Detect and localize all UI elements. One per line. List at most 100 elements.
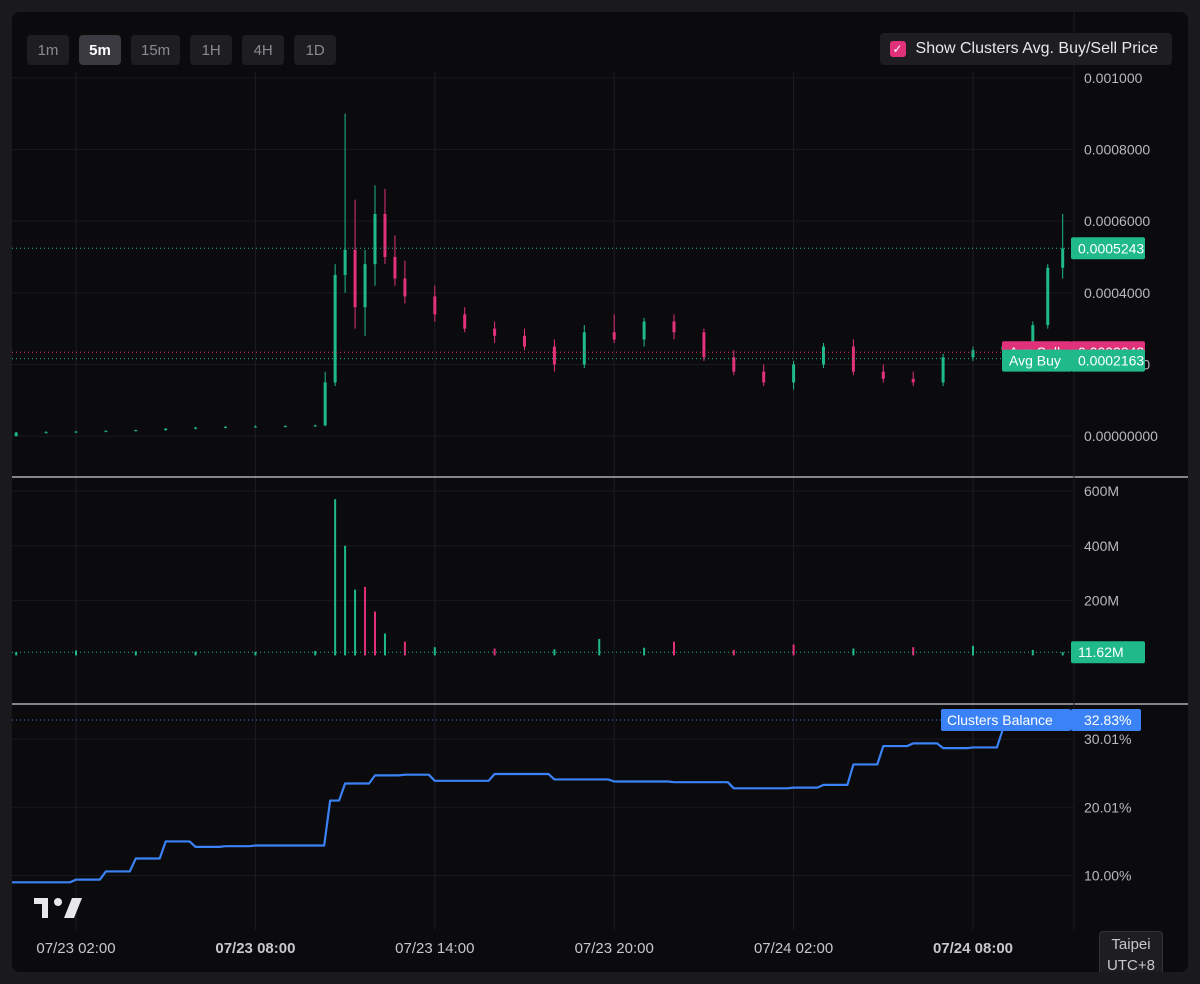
volume-bar [403,641,406,656]
volume-bar [972,645,974,656]
price-tick-label: 0.0008000 [1084,142,1150,158]
candle-body [333,274,337,383]
volume-bar [1061,652,1064,656]
clusters-balance-line [12,719,1064,884]
show-clusters-avg-label: Show Clusters Avg. Buy/Sell Price [915,40,1158,57]
candle-body [941,357,945,383]
candle-body [702,332,706,358]
chart-canvas[interactable]: 0.000000000.00020000.00040000.00060000.0… [12,12,1188,972]
clusters-balance-value: 32.83% [1084,712,1131,728]
balance-tick-label: 20.01% [1084,799,1131,815]
avg-buy-badge [1002,349,1072,372]
candle-body [762,371,766,383]
timezone-indicator[interactable]: Taipei UTC+8 [1099,931,1163,972]
clusters-balance-name-badge [941,708,1071,731]
candle-body [224,426,227,428]
volume-bar [433,647,436,656]
timeframe-5m-button[interactable]: 5m [79,35,121,65]
last-volume-badge [1071,641,1145,664]
candle-body [523,335,526,347]
candle-body [971,350,975,358]
volume-bar [254,651,257,656]
volume-bar [354,589,357,656]
volume-bar [334,499,337,656]
candle-body [403,278,407,297]
candle-body [911,378,915,383]
candle-body [493,328,497,336]
clusters-balance-value-badge [1071,708,1141,731]
candle-body [552,346,556,365]
volume-bar [912,647,915,656]
volume-tick-label: 200M [1084,593,1119,609]
candle-body [134,430,138,432]
candle-body [672,321,676,333]
candle-body [104,430,108,432]
last-volume-label: 11.62M [1078,644,1124,660]
avg-buy-value-badge [1071,349,1145,372]
clusters-balance-name: Clusters Balance [947,712,1053,728]
candle-body [353,249,357,308]
price-tick-label: 0.0006000 [1084,213,1150,229]
timeframe-1d-button[interactable]: 1D [294,35,337,65]
candle-body [283,426,287,428]
checkbox-checked-icon[interactable]: ✓ [889,41,906,57]
volume-bar [374,611,376,656]
balance-tick-label: 10.00% [1084,868,1131,884]
avg-buy-value: 0.0002163 [1078,353,1144,369]
candle-body [792,364,796,383]
volume-bar [852,648,855,656]
chart-frame: 1m 5m 15m 1H 4H 1D ✓ Show Clusters Avg. … [12,12,1188,972]
volume-bar [344,545,347,656]
volume-tick-label: 400M [1084,538,1119,554]
candle-body [74,431,78,433]
volume-bar [15,652,18,656]
candle-body [194,427,198,429]
timeframe-15m-button[interactable]: 15m [131,35,181,65]
volume-bar [732,649,735,656]
volume-bar [194,651,197,656]
time-axis-label: 07/23 14:00 [395,940,474,957]
time-axis-label: 07/23 08:00 [215,940,295,957]
volume-tick-label: 600M [1084,483,1119,499]
candle-body [14,432,18,437]
candle-body [1046,267,1050,326]
time-axis-label: 07/23 20:00 [575,940,654,957]
volume-bar [314,651,317,656]
candle-body [1031,325,1035,347]
volume-bar [75,650,77,656]
candle-body [642,321,646,340]
volume-bar [383,633,386,656]
candle-body [612,332,616,340]
volume-bar [134,651,137,656]
candle-body [44,432,48,434]
avg-buy-label: Avg Buy [1009,353,1061,369]
volume-bar [673,641,675,656]
candle-body [373,214,377,265]
show-clusters-avg-toggle[interactable]: ✓ Show Clusters Avg. Buy/Sell Price [879,33,1172,65]
volume-bar [792,644,795,656]
timeframe-4h-button[interactable]: 4H [242,35,285,65]
volume-bar [598,638,601,656]
candle-body [433,296,437,315]
time-axis-label: 07/24 02:00 [754,940,833,957]
candle-body [822,346,825,365]
timeframe-1m-button[interactable]: 1m [27,35,69,65]
candle-body [1061,248,1065,268]
candle-body [164,428,168,431]
price-tick-label: 0.001000 [1084,70,1143,86]
candle-body [732,357,736,372]
timeframe-selector: 1m 5m 15m 1H 4H 1D [27,35,337,65]
price-tick-label: 0.0004000 [1084,285,1150,301]
candle-body [363,264,367,308]
candle-body [393,257,397,279]
timeframe-1h-button[interactable]: 1H [190,35,233,65]
time-axis-label: 07/24 08:00 [933,940,1013,957]
candle-body [253,426,257,428]
candle-body [383,214,387,257]
candle-body [582,332,586,365]
time-axis-label: 07/23 02:00 [36,940,115,957]
candle-body [881,371,885,379]
timezone-offset: UTC+8 [1107,957,1155,972]
volume-bar [364,586,367,656]
candle-body [313,425,317,427]
